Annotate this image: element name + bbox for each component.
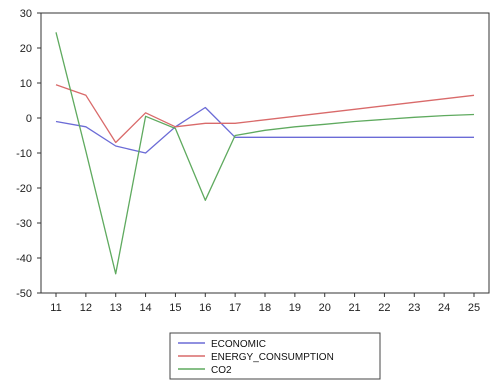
legend-label: ENERGY_CONSUMPTION [211,352,334,363]
x-tick-label: 18 [259,302,271,314]
legend-label: ECONOMIC [211,339,266,350]
series-lines [55,32,475,275]
y-tick-label: -40 [16,253,32,265]
x-tick-label: 20 [319,302,331,314]
y-tick-label: 0 [26,113,32,125]
y-tick-label: 10 [20,78,32,90]
series-line-energy-consumption [55,84,475,144]
plot-frame [40,12,490,294]
x-tick-label: 13 [110,302,122,314]
series-line-economic [55,106,474,154]
x-tick-label: 23 [408,302,420,314]
y-tick-label: -20 [16,183,32,195]
x-tick-label: 21 [348,302,360,314]
x-tick-label: 11 [50,302,61,314]
legend: ECONOMIC ENERGY_CONSUMPTION CO2 [169,332,381,380]
y-tick-label: 20 [20,43,32,55]
y-tick-label: -10 [16,148,32,160]
x-tick-label: 12 [80,302,92,314]
x-tick-label: 17 [229,302,241,314]
x-tick-label: 14 [139,302,151,314]
y-axis: 30 20 10 0 -10 -20 -30 -40 -50 [16,8,41,300]
x-axis: 11 12 13 14 15 16 17 18 19 20 21 22 23 24 25 [50,293,480,314]
legend-label: CO2 [211,365,232,376]
y-tick-label: -50 [16,288,32,300]
x-tick-label: 25 [468,302,480,314]
y-tick-label: -30 [16,218,32,230]
x-tick-label: 19 [289,302,301,314]
x-tick-label: 15 [169,302,181,314]
x-tick-label: 24 [438,302,450,314]
x-tick-label: 22 [378,302,390,314]
x-tick-label: 16 [199,302,211,314]
y-tick-label: 30 [20,8,32,20]
series-line-co2 [55,32,475,275]
